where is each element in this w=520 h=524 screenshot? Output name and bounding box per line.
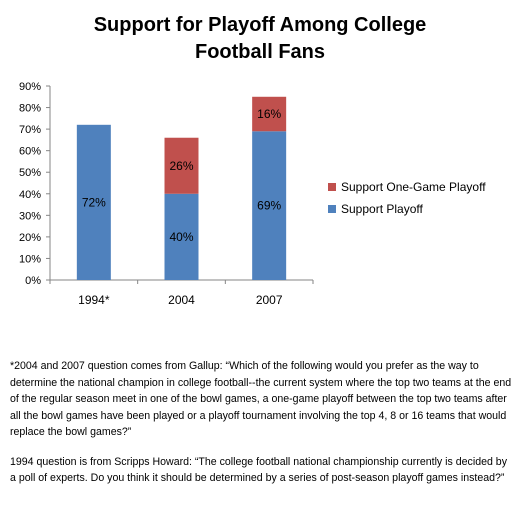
y-axis-tick-label: 30% [19,210,41,222]
bar-segment-support-playoff [164,193,199,280]
chart-title: Support for Playoff Among College Footba… [0,12,520,66]
y-axis-tick-label: 70% [19,124,41,136]
chart-plot: 0% 10% 20% 30% 40% 50% 60% 70% 80% 90% 72% 1994* 40%… [19,81,314,307]
chart-title-line-2: Football Fans [195,41,325,63]
data-label: 40% [169,230,193,244]
y-axis-tick-label: 40% [19,189,41,201]
legend-swatch-one-game-playoff [328,183,336,191]
bar-segment-support-playoff [76,124,111,280]
y-axis-tick-label: 10% [19,253,41,265]
legend-swatch-support-playoff [328,205,336,213]
bar-segment-one-game-playoff [252,96,287,132]
legend-item-support-playoff: Support Playoff [328,198,486,220]
y-axis-tick-label: 90% [19,81,41,93]
legend-item-one-game-playoff: Support One-Game Playoff [328,176,486,198]
chart-title-line-1: Support for Playoff Among College [93,14,427,36]
x-axis-category-label: 1994* [78,293,110,307]
footnotes: *2004 and 2007 question comes from Gallu… [10,358,515,500]
y-axis-tick-label: 80% [19,103,41,115]
bar-segment-one-game-playoff [164,137,199,194]
chart-legend: Support One-Game Playoff Support Playoff [328,176,486,220]
y-axis-tick-label: 0% [25,275,41,287]
x-axis-category-label: 2004 [168,293,195,307]
bar-segment-support-playoff [252,131,287,280]
y-axis-tick-label: 50% [19,167,41,179]
data-label: 16% [257,107,281,121]
data-label: 69% [257,199,281,213]
legend-label-one-game-playoff: Support One-Game Playoff [341,180,486,194]
footnote-gallup: *2004 and 2007 question comes from Gallu… [10,360,512,438]
y-axis-tick-label: 20% [19,232,41,244]
data-label: 72% [82,195,106,209]
x-axis-category-label: 2007 [256,293,283,307]
data-label: 26% [169,159,193,173]
y-axis-tick-label: 60% [19,146,41,158]
footnote-scripps: 1994 question is from Scripps Howard: “T… [10,455,507,485]
legend-label-support-playoff: Support Playoff [341,202,423,216]
